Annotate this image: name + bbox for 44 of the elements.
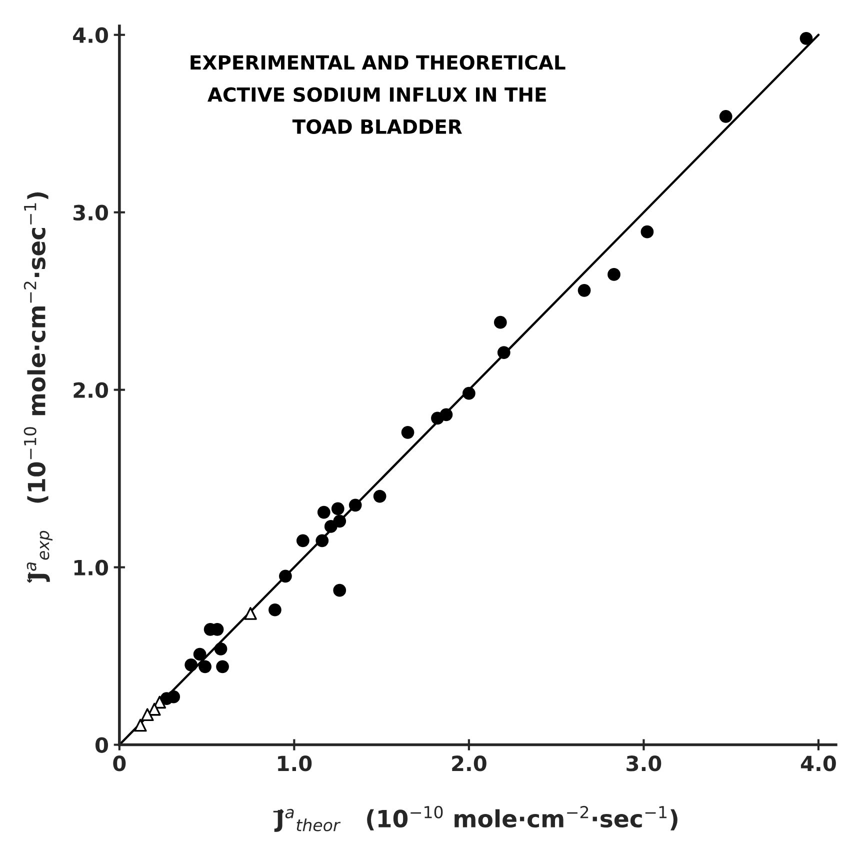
x-tick-label: 4.0 — [800, 756, 836, 772]
point — [333, 514, 346, 528]
point — [316, 534, 329, 548]
point — [244, 606, 257, 620]
point — [268, 603, 282, 616]
y-tick-label: 3.0 — [73, 204, 108, 221]
point — [333, 584, 346, 597]
point — [216, 660, 229, 674]
y-tick-label: 2.0 — [74, 382, 108, 398]
x-tick-label: 2.0 — [452, 756, 486, 772]
y-tick-label: 1.0 — [74, 560, 108, 576]
point — [198, 660, 212, 674]
point — [373, 490, 386, 503]
y-tick-label: 4.0 — [73, 27, 108, 44]
text: J⃗$^{a}$$_{theor}$ (10$^{−10}$ mole·cm$^{−2}$·sec$^{−1}$) — [273, 806, 678, 832]
text: EXPERIMENTAL AND THEORETICAL ACTIVE SODIUM INFLUX IN THE TOAD BLADDER — [190, 55, 566, 134]
x-tick-label: 0 — [113, 756, 126, 772]
point — [317, 506, 330, 519]
point — [462, 386, 476, 400]
point — [719, 110, 732, 123]
point — [134, 718, 147, 732]
point — [331, 502, 344, 516]
point — [184, 658, 198, 672]
point — [494, 316, 507, 329]
point — [401, 426, 414, 439]
x-tick-label: 1.0 — [278, 756, 312, 772]
point — [800, 32, 813, 45]
point — [160, 692, 174, 706]
point — [497, 346, 510, 359]
x-tick-label: 3.0 — [626, 756, 662, 772]
point — [431, 412, 444, 425]
point — [348, 498, 362, 512]
point — [148, 702, 161, 716]
point — [296, 534, 310, 548]
point — [324, 520, 338, 533]
point — [193, 648, 206, 661]
point — [140, 708, 154, 722]
y-tick-label: 0 — [96, 737, 108, 753]
point — [640, 225, 654, 238]
point — [279, 570, 292, 583]
point — [214, 642, 228, 656]
point — [608, 268, 620, 281]
text: J⃖$^{a}$$_{exp}$ (10$^{−10}$ mole·cm$^{−2}$·sec$^{−1}$) — [24, 192, 52, 583]
point — [578, 284, 591, 297]
